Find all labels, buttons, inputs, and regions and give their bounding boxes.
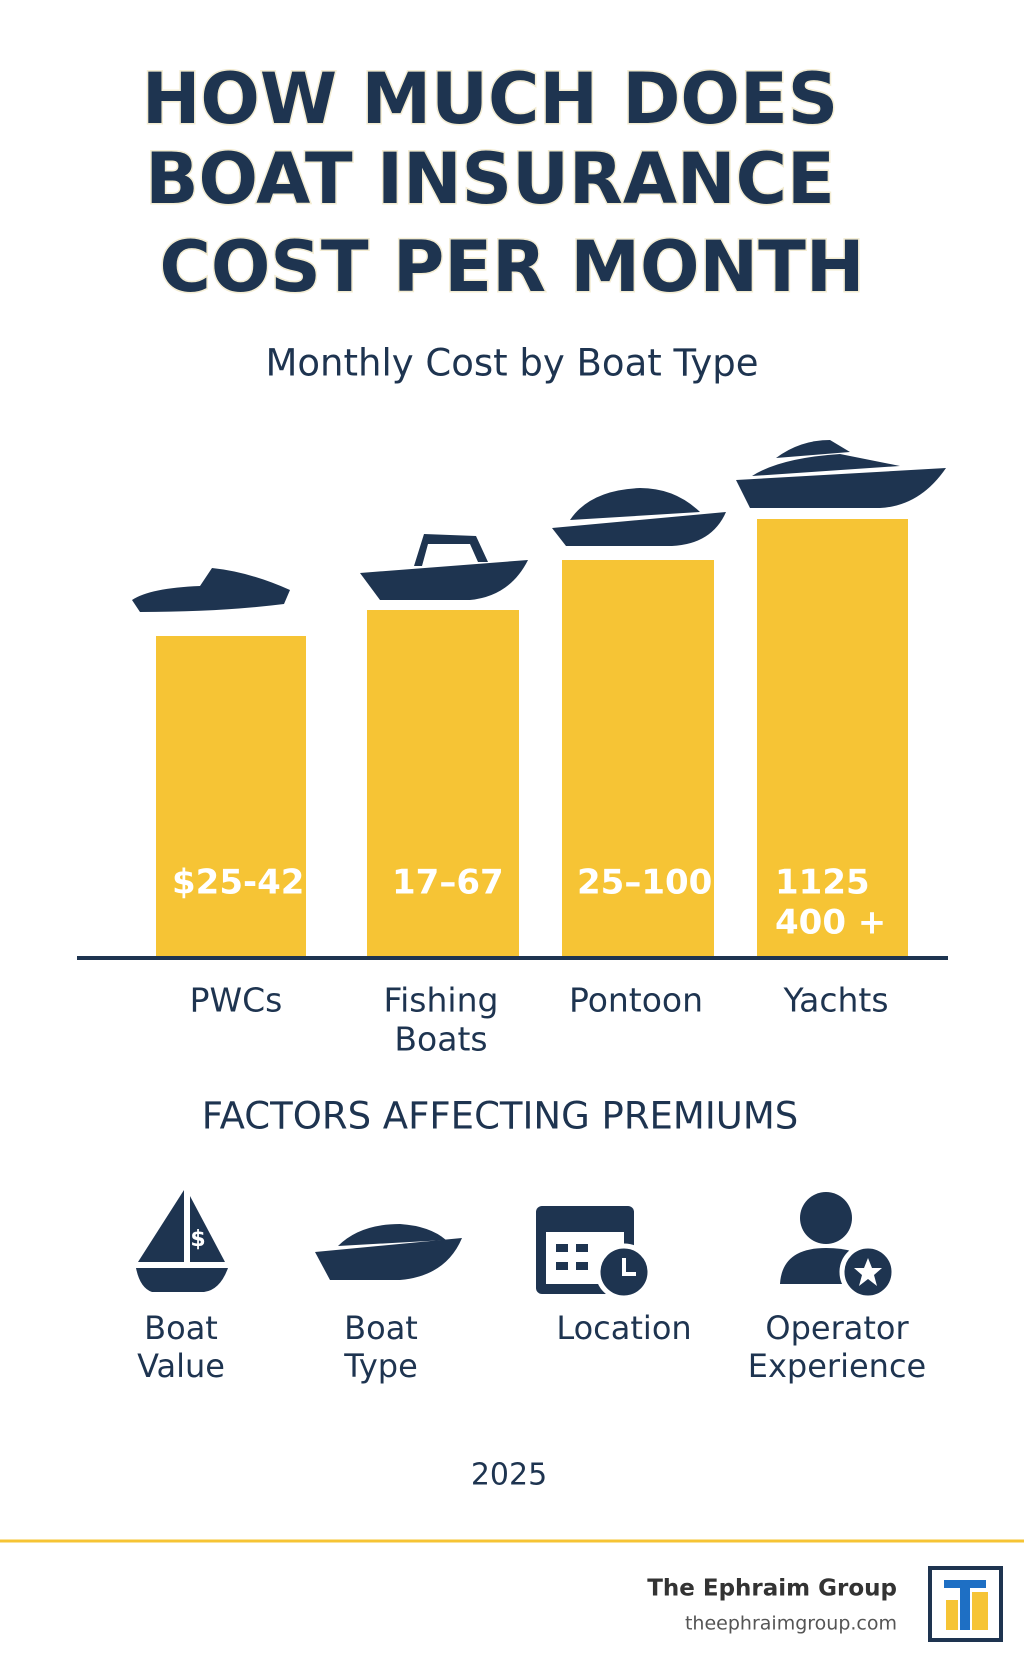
yacht-icon [736, 440, 946, 508]
bar-label: $25-42 [172, 863, 304, 903]
bar-label: 1125 [775, 863, 870, 903]
subtitle: Monthly Cost by Boat Type [265, 342, 758, 385]
bar [562, 560, 714, 956]
year: 2025 [471, 1458, 547, 1493]
factor-label: Location [556, 1309, 691, 1347]
bar-label: 25–100 [577, 863, 712, 903]
bar-label: 17–67 [392, 863, 504, 903]
title-line: COST PER MONTH [160, 226, 865, 308]
boat-value-icon: $ [136, 1190, 228, 1292]
factor-label: Boat [344, 1309, 418, 1347]
category-label: PWCs [190, 981, 283, 1020]
factor-label: Boat [144, 1309, 218, 1347]
pontoon-icon [552, 488, 726, 546]
bar [367, 610, 519, 956]
factor-label: Operator [765, 1309, 909, 1347]
operator-icon [780, 1192, 897, 1301]
factor-label: Experience [748, 1347, 926, 1385]
title-line: HOW MUCH DOES [142, 58, 838, 140]
category-label: Pontoon [569, 981, 703, 1020]
boat-type-icon [315, 1224, 462, 1280]
svg-text:$: $ [190, 1227, 205, 1252]
company: The Ephraim Group [647, 1576, 897, 1602]
location-icon [536, 1206, 653, 1301]
title-line: BOAT INSURANCE [145, 138, 835, 220]
bar [156, 636, 306, 956]
category-label: Yachts [782, 981, 888, 1020]
url: theephraimgroup.com [685, 1613, 897, 1635]
factor-label: Value [137, 1347, 225, 1385]
factor-label: Type [343, 1347, 418, 1385]
fishing-boat-icon [360, 534, 528, 600]
bar-label: 400 + [775, 903, 886, 943]
factors-heading: FACTORS AFFECTING PREMIUMS [202, 1095, 799, 1138]
category-label: Fishing [384, 981, 499, 1020]
logo [928, 1566, 1003, 1642]
pwc-icon [132, 568, 290, 612]
bar [757, 519, 908, 956]
category-label: Boats [394, 1020, 487, 1059]
